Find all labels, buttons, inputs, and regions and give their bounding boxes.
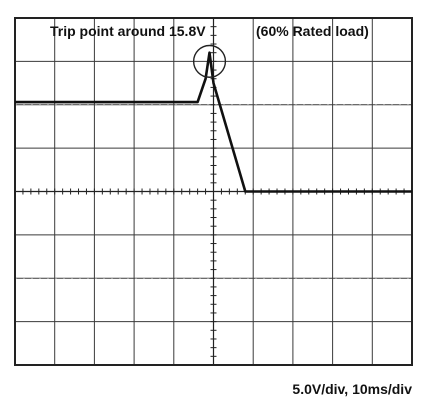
trip-point-circle — [192, 44, 227, 78]
chart-title: Trip point around 15.8V — [50, 23, 206, 39]
annotation-group — [192, 44, 227, 78]
chart-subtitle: (60% Rated load) — [256, 23, 369, 39]
scale-label: 5.0V/div, 10ms/div — [292, 381, 412, 397]
voltage-trace-line — [15, 51, 412, 193]
trace-group — [15, 51, 412, 193]
